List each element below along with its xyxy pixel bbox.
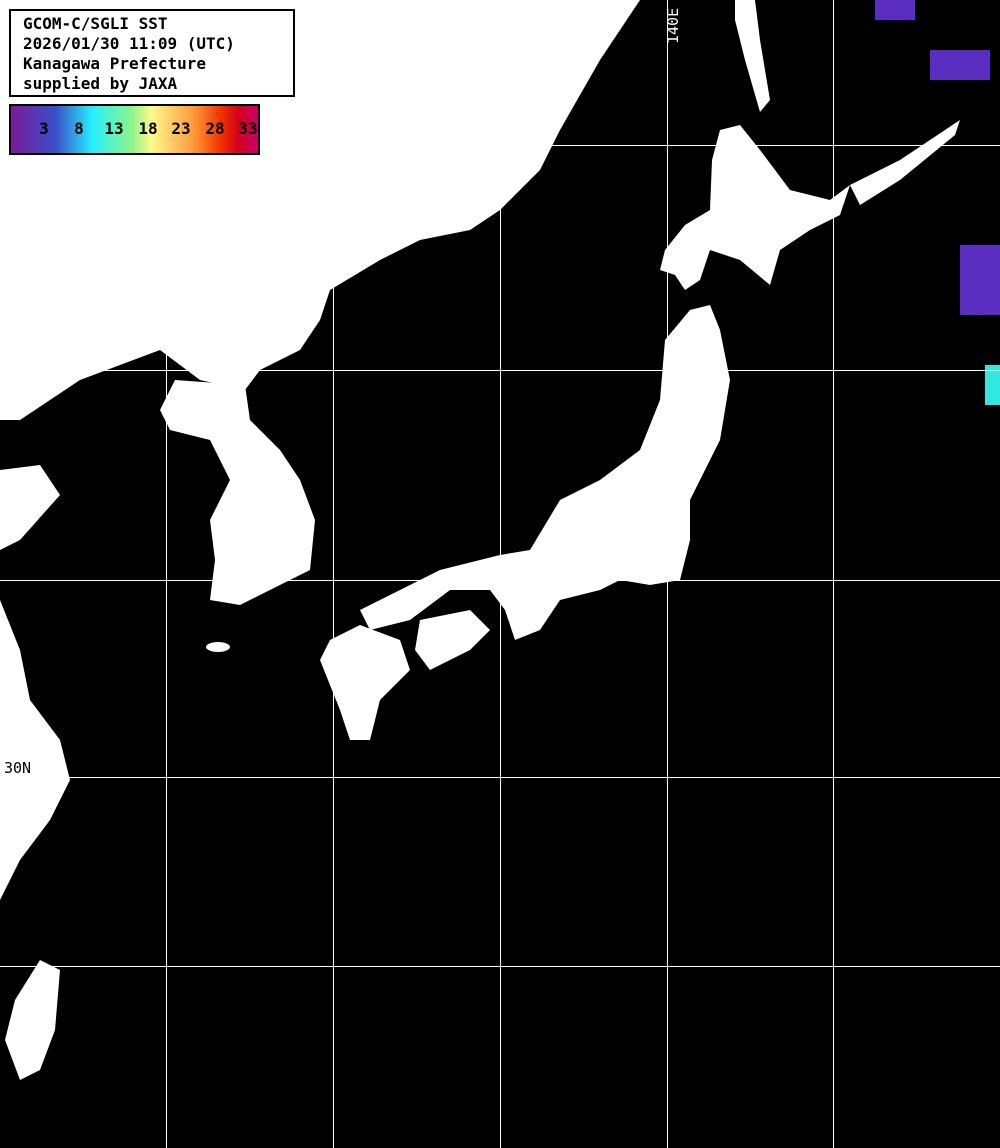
legend-tick: 23: [171, 119, 191, 138]
legend-tick: 33: [238, 119, 258, 138]
legend-tick: 18: [138, 119, 158, 138]
sst-pixels: [875, 0, 1000, 405]
lat-label-40n: 40N: [4, 352, 32, 370]
legend-tick: 28: [205, 119, 225, 138]
jeju-island: [206, 642, 230, 652]
title-box: GCOM-C/SGLI SST 2026/01/30 11:09 (UTC) K…: [9, 9, 295, 97]
lat-label-30n: 30N: [4, 759, 32, 777]
legend-tick: 3: [39, 119, 49, 138]
provider-region: Kanagawa Prefecture: [23, 54, 207, 73]
china-coast-south: [0, 600, 70, 900]
kyushu: [320, 625, 410, 740]
product-name: GCOM-C/SGLI SST: [23, 14, 168, 33]
korea: [160, 380, 315, 605]
hokkaido: [660, 125, 850, 290]
color-legend: 3 8 13 18 23 28 33: [9, 104, 260, 155]
kuril-islands: [850, 120, 960, 205]
legend-tick: 13: [104, 119, 124, 138]
legend-tick: 8: [74, 119, 84, 138]
china-coast-north: [0, 465, 60, 550]
honshu: [360, 305, 730, 640]
lon-label-140e: 140E: [664, 7, 682, 44]
taiwan: [5, 960, 60, 1080]
observation-time: 2026/01/30 11:09 (UTC): [23, 34, 235, 53]
sakhalin: [735, 0, 770, 112]
supplier: supplied by JAXA: [23, 74, 178, 93]
land: [0, 0, 960, 1080]
shikoku: [415, 610, 490, 670]
